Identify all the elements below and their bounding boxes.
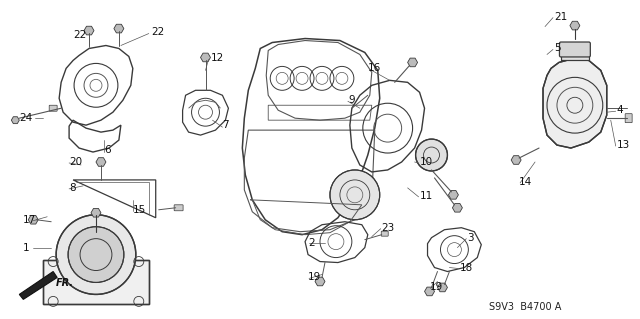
FancyBboxPatch shape (174, 205, 183, 211)
Polygon shape (315, 277, 325, 286)
FancyBboxPatch shape (559, 42, 590, 57)
Text: 13: 13 (617, 140, 630, 150)
FancyBboxPatch shape (625, 114, 632, 123)
Text: 19: 19 (429, 282, 443, 293)
Polygon shape (114, 24, 124, 33)
Circle shape (56, 215, 136, 294)
Text: 6: 6 (104, 145, 111, 155)
Text: 3: 3 (467, 233, 474, 243)
Text: 23: 23 (381, 223, 395, 233)
Text: 19: 19 (308, 272, 321, 283)
Text: 5: 5 (554, 43, 561, 54)
Text: 21: 21 (554, 11, 567, 22)
Text: 22: 22 (152, 26, 165, 37)
Circle shape (415, 139, 447, 171)
Text: 16: 16 (368, 63, 381, 73)
Polygon shape (452, 204, 462, 212)
Text: 17: 17 (23, 215, 36, 225)
Circle shape (68, 227, 124, 282)
Text: 20: 20 (69, 157, 82, 167)
Text: S9V3  B4700 A: S9V3 B4700 A (489, 302, 562, 312)
Polygon shape (511, 156, 521, 164)
Polygon shape (543, 58, 607, 148)
Text: 8: 8 (69, 183, 76, 193)
Text: 7: 7 (223, 120, 229, 130)
Polygon shape (200, 53, 211, 62)
Text: 24: 24 (19, 113, 33, 123)
Text: 4: 4 (617, 105, 623, 115)
Text: 2: 2 (308, 238, 315, 248)
Polygon shape (84, 26, 94, 35)
Polygon shape (561, 52, 589, 60)
Text: 11: 11 (420, 191, 433, 201)
Text: 22: 22 (73, 30, 86, 40)
Polygon shape (91, 208, 101, 217)
Text: 9: 9 (348, 95, 355, 105)
Polygon shape (96, 158, 106, 166)
Text: 15: 15 (133, 205, 146, 215)
Text: 18: 18 (460, 263, 473, 272)
Text: 1: 1 (23, 243, 30, 253)
Text: FR.: FR. (56, 278, 74, 288)
Text: 12: 12 (211, 54, 224, 63)
Polygon shape (408, 58, 417, 67)
Polygon shape (438, 283, 447, 292)
Polygon shape (449, 190, 458, 199)
FancyBboxPatch shape (49, 105, 57, 111)
Polygon shape (44, 260, 148, 304)
Text: 10: 10 (420, 157, 433, 167)
Polygon shape (19, 271, 57, 300)
Polygon shape (12, 117, 19, 124)
Text: 14: 14 (519, 177, 532, 187)
FancyBboxPatch shape (381, 231, 388, 236)
Polygon shape (28, 215, 38, 224)
Circle shape (330, 170, 380, 220)
Polygon shape (570, 21, 580, 30)
Polygon shape (424, 287, 435, 296)
